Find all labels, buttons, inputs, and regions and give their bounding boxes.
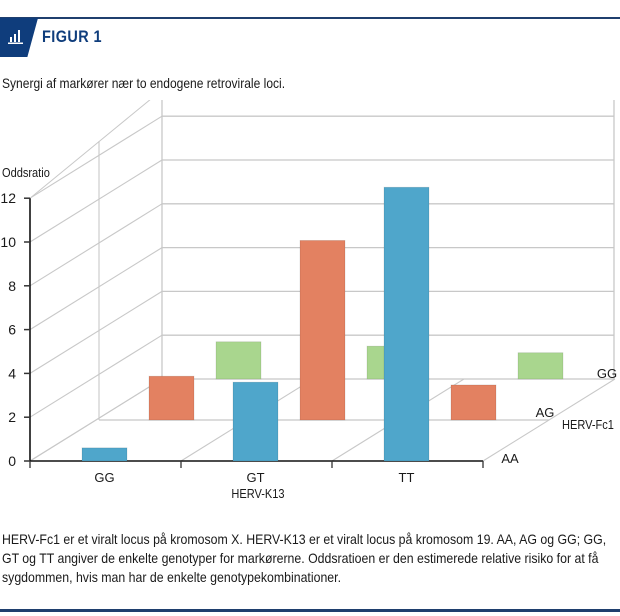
x-tick-label: GG: [94, 470, 114, 485]
floor-diagonal: [29, 378, 163, 462]
y-axis-title: Oddsratio: [2, 165, 50, 180]
y-tick-label: 12: [0, 190, 16, 206]
bar-AA-TT: [383, 186, 430, 462]
bar-AG-GG: [148, 375, 195, 421]
series-label: GG: [597, 366, 617, 381]
chart-labels: Oddsratio HERV-K13 HERV-Fc1 0 2 4 6 8 10 12 GG G…: [0, 165, 617, 501]
bar-AA-GG: [81, 447, 128, 462]
y-tick-label: 4: [8, 365, 16, 381]
y-tick-label: 10: [0, 234, 16, 250]
chart-bars: [81, 186, 564, 462]
chart-subtitle: Synergi af markører nær to endogene retr…: [2, 75, 286, 91]
z-axis-title: HERV-Fc1: [562, 417, 614, 432]
y-tick-label: 6: [8, 322, 16, 338]
side-gridline: [29, 115, 163, 199]
top-rule: [0, 17, 620, 19]
side-gridline: [29, 100, 151, 199]
x-tick-label: TT: [399, 470, 415, 485]
side-gridline: [29, 159, 163, 243]
series-label: AA: [501, 451, 519, 466]
y-tick-label: 8: [8, 278, 16, 294]
bar-AG-TT: [450, 384, 497, 421]
x-axis-title: HERV-K13: [231, 486, 284, 501]
bar-GG-TT: [517, 352, 564, 380]
bar-AG-GT: [299, 240, 346, 421]
x-tick-label: GT: [246, 470, 264, 485]
side-gridline: [29, 247, 163, 331]
chart-3d-bar: Oddsratio HERV-K13 HERV-Fc1 0 2 4 6 8 10 12 GG G…: [0, 100, 617, 501]
series-label: AG: [536, 405, 555, 420]
figure-badge: [0, 18, 38, 57]
figure-title: FIGUR 1: [42, 27, 102, 46]
figure-caption: HERV-Fc1 er et viralt locus på kromosom …: [2, 531, 607, 585]
bar-AA-GT: [232, 381, 279, 462]
side-gridline: [29, 290, 163, 374]
bar-chart-icon: [8, 30, 23, 44]
y-tick-label: 0: [8, 453, 16, 469]
side-gridline: [29, 334, 163, 418]
side-gridline: [29, 203, 163, 287]
bar-GG-GG: [215, 341, 262, 380]
bottom-rule: [0, 609, 620, 612]
y-tick-label: 2: [8, 409, 16, 425]
